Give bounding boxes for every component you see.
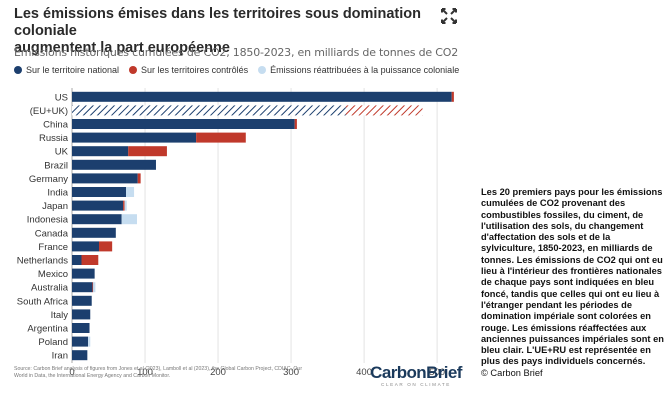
expand-icon[interactable] [441,8,457,24]
bar-domestic [72,105,346,116]
legend-item-controlled: Sur les territoires contrôlés [129,65,248,75]
category-label: Argentina [27,324,68,335]
bar-domestic [72,91,452,102]
bar-domestic [72,323,90,333]
category-label: China [43,120,69,131]
bar-domestic [72,146,129,157]
category-label: Netherlands [17,256,68,267]
bar-controlled [137,173,141,184]
category-label: Iran [52,351,68,362]
legend-label-domestic: Sur le territoire national [26,65,120,75]
category-label: Russia [39,133,69,144]
x-tick-400: 400 [356,367,372,378]
bar-domestic [72,350,88,361]
category-label: UK [55,147,69,158]
category-label: Italy [51,310,69,321]
category-label: India [47,188,68,199]
bar-controlled [345,105,423,116]
chart-panel: Les émissions émises dans les territoire… [14,6,462,388]
bar-domestic [72,295,92,306]
x-tick-200: 200 [210,367,226,378]
bar-controlled [294,119,297,129]
category-label: Japan [42,201,68,212]
category-label: Canada [35,228,69,239]
legend-label-controlled: Sur les territoires contrôlés [141,65,249,75]
bar-domestic [72,119,295,129]
bar-reallocated [124,200,127,211]
bar-reallocated [93,282,96,293]
grid-layer [71,88,438,363]
legend-swatch-domestic [14,66,22,74]
bar-reallocated [88,336,91,347]
legend-swatch-reallocated [258,66,267,74]
bar-reallocated [126,187,135,197]
bar-domestic [72,255,82,265]
bar-domestic [72,173,138,184]
logo-tagline: CLEAR ON CLIMATE [381,382,451,387]
category-label: Mexico [38,269,68,280]
x-tick-100: 100 [137,367,153,378]
category-label: Australia [31,283,69,294]
category-label: US [55,92,68,103]
chart-subtitle: Émissions historiques cumulées de CO2, 1… [14,46,459,59]
x-tick-500: 500 [429,367,445,378]
chart-legend: Sur le territoire national Sur les terri… [14,65,459,75]
category-label: South Africa [17,296,69,307]
bar-domestic [72,227,116,238]
bar-domestic [72,282,93,293]
copyright-text: © Carbon Brief [481,367,543,378]
category-labels: US (EU+UK) China Russia UK Brazil Germany India… [17,92,69,361]
bar-domestic [72,200,124,211]
category-label: Germany [29,174,68,185]
bar-domestic [72,268,95,279]
bar-domestic [72,241,100,252]
category-label: Poland [38,337,68,348]
logo-wordmark: CarbonBrief [370,363,462,382]
caption-text: Les 20 premiers pays pour les émissions … [481,187,664,367]
bar-chart: US (EU+UK) China Russia UK Brazil Germany India… [17,88,454,378]
category-label: Brazil [44,160,68,171]
carbon-brief-logo: CarbonBrief CLEAR ON CLIMATE [370,364,462,388]
legend-swatch-controlled [129,66,138,74]
bar-domestic [72,187,127,197]
x-tick-labels: 0 100 200 300 400 500 [69,367,445,378]
bar-domestic [72,214,122,225]
bar-controlled [123,200,125,211]
bar-domestic [72,336,89,347]
chart-title: Les émissions émises dans les territoire… [14,6,421,56]
bar-controlled [92,282,94,293]
x-tick-0: 0 [69,367,74,378]
bar-controlled [196,132,246,143]
category-label: Indonesia [27,215,69,226]
bars-layer [72,91,454,361]
bar-controlled [451,91,454,102]
category-label: (EU+UK) [30,106,68,117]
category-label: France [38,242,68,253]
bar-domestic [72,132,197,143]
bar-controlled [128,146,167,157]
legend-item-domestic: Sur le territoire national [14,65,119,75]
source-note: Source: Carbon Brief analysis of figures… [14,366,303,379]
bar-domestic [72,159,156,170]
bar-domestic [72,309,91,320]
legend-item-reallocated: Émissions réattribuées à la puissance co… [258,65,459,75]
bar-reallocated [121,214,137,225]
legend-label-reallocated: Émissions réattribuées à la puissance co… [270,65,460,75]
x-tick-300: 300 [283,367,299,378]
bar-controlled [81,255,99,265]
caption-panel: Les 20 premiers pays pour les émissions … [481,187,664,379]
bar-controlled [99,241,113,252]
